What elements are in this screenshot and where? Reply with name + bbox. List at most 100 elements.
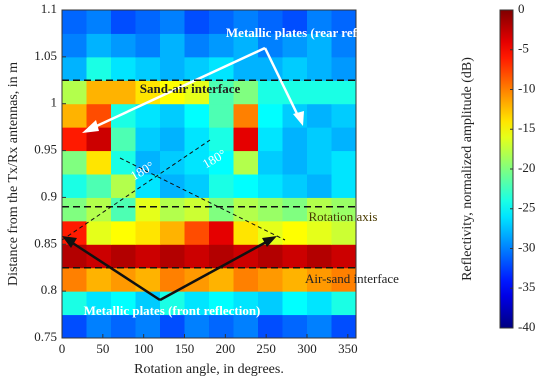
heat-cell bbox=[111, 220, 136, 245]
heat-cell bbox=[184, 103, 210, 128]
x-tick-label: 250 bbox=[256, 341, 276, 356]
heat-cell bbox=[62, 314, 87, 339]
heat-cell bbox=[282, 127, 308, 152]
arrow-head bbox=[293, 111, 304, 126]
dash-line bbox=[61, 139, 211, 241]
heat-cell bbox=[135, 56, 161, 81]
heat-cell bbox=[331, 150, 357, 175]
heat-cell bbox=[307, 314, 332, 339]
heat-cell bbox=[258, 197, 283, 222]
heat-cell bbox=[331, 10, 357, 34]
heat-cell bbox=[209, 80, 234, 105]
heat-cell bbox=[86, 244, 112, 269]
heat-cell bbox=[62, 80, 87, 105]
heat-cell bbox=[233, 10, 259, 34]
heat-cell bbox=[160, 33, 185, 58]
heat-cell bbox=[111, 80, 136, 105]
heat-cell bbox=[209, 244, 234, 269]
heat-cell bbox=[135, 33, 161, 58]
heat-cell bbox=[331, 127, 357, 152]
heat-cell bbox=[209, 197, 234, 222]
heat-cell bbox=[184, 127, 210, 152]
heat-cell bbox=[135, 174, 161, 198]
heat-cell bbox=[135, 267, 161, 292]
colorbar-tick-label: -25 bbox=[518, 200, 535, 215]
colorbar-tick-label: -5 bbox=[518, 41, 529, 56]
x-axis-label: Rotation angle, in degrees. bbox=[134, 362, 284, 377]
heat-cell bbox=[331, 267, 357, 292]
heat-cell bbox=[282, 291, 308, 316]
heat-cell bbox=[160, 197, 185, 222]
heat-cell bbox=[233, 267, 259, 292]
heat-cell bbox=[258, 33, 283, 58]
heat-cell bbox=[331, 33, 357, 58]
heat-cell bbox=[184, 244, 210, 269]
heat-cell bbox=[184, 220, 210, 245]
colorbar-tick-label: -10 bbox=[518, 80, 535, 95]
heat-cell bbox=[86, 80, 112, 105]
colorbar-tick-label: -20 bbox=[518, 160, 535, 175]
arrow-head bbox=[82, 120, 99, 133]
y-axis-label: Distance from the Tx/Rx antennas, in m bbox=[6, 62, 21, 286]
heat-cell bbox=[160, 56, 185, 81]
heat-cell bbox=[282, 56, 308, 81]
heat-cell bbox=[209, 220, 234, 245]
y-tick-label: 0.95 bbox=[34, 142, 57, 157]
arrow bbox=[159, 238, 271, 302]
heat-cell bbox=[86, 314, 112, 339]
heat-cell bbox=[135, 220, 161, 245]
x-tick-label: 0 bbox=[59, 341, 66, 356]
heat-cell bbox=[307, 127, 332, 152]
heat-cell bbox=[307, 244, 332, 269]
heat-cell bbox=[233, 80, 259, 105]
heat-cell bbox=[86, 56, 112, 81]
heat-cell bbox=[62, 174, 87, 198]
overlay bbox=[61, 46, 356, 302]
heat-cell bbox=[307, 10, 332, 34]
heat-cell bbox=[233, 127, 259, 152]
arrow bbox=[67, 238, 161, 302]
heat-cell bbox=[258, 103, 283, 128]
heat-cell bbox=[184, 10, 210, 34]
heat-cell bbox=[331, 174, 357, 198]
heat-cell bbox=[209, 314, 234, 339]
heat-cell bbox=[111, 197, 136, 222]
heat-cell bbox=[331, 80, 357, 105]
y-tick-label: 0.9 bbox=[41, 188, 57, 203]
heat-cell bbox=[331, 244, 357, 269]
heat-cell bbox=[307, 103, 332, 128]
heat-cell bbox=[111, 127, 136, 152]
heat-cell bbox=[184, 56, 210, 81]
heat-cell bbox=[233, 33, 259, 58]
annotation: Sand-air interface bbox=[140, 81, 241, 96]
colorbar-tick-label: -30 bbox=[518, 239, 535, 254]
y-tick-label: 1.1 bbox=[41, 1, 57, 16]
y-tick-label: 1.05 bbox=[34, 48, 57, 63]
heat-cell bbox=[307, 150, 332, 175]
heat-cell bbox=[282, 33, 308, 58]
heat-cell bbox=[307, 197, 332, 222]
heat-cell bbox=[184, 291, 210, 316]
heat-cell bbox=[184, 33, 210, 58]
heat-cell bbox=[209, 150, 234, 175]
heat-cell bbox=[86, 174, 112, 198]
heat-cell bbox=[62, 150, 87, 175]
heat-cell bbox=[282, 150, 308, 175]
heat-cell bbox=[160, 127, 185, 152]
heat-cell bbox=[86, 150, 112, 175]
heat-cell bbox=[282, 220, 308, 245]
heat-cell bbox=[184, 80, 210, 105]
colorbar-tick-label: -35 bbox=[518, 279, 535, 294]
heat-cell bbox=[209, 291, 234, 316]
colorbar-tick-label: -40 bbox=[518, 319, 535, 334]
heat-cell bbox=[233, 56, 259, 81]
heat-cell bbox=[209, 174, 234, 198]
heat-cell bbox=[233, 174, 259, 198]
colorbar-tick-label: -15 bbox=[518, 120, 535, 135]
annotation: Rotation axis bbox=[309, 209, 378, 224]
heat-cell bbox=[111, 56, 136, 81]
heat-cell bbox=[184, 314, 210, 339]
heat-cell bbox=[258, 80, 283, 105]
heat-cell bbox=[233, 103, 259, 128]
